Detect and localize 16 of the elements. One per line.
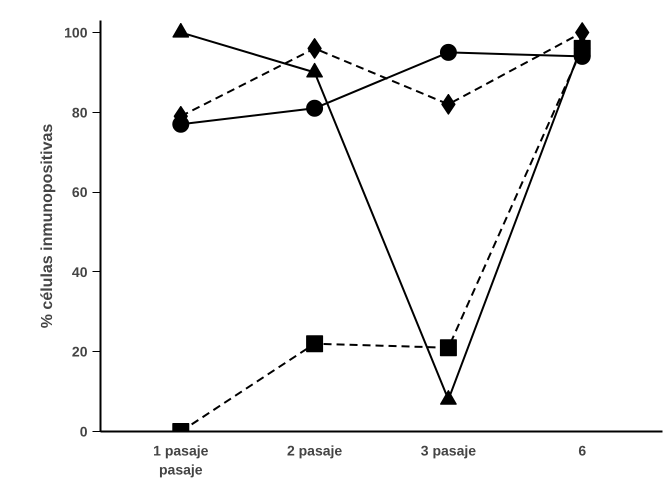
x-tick-label: 2 pasaje <box>286 442 342 458</box>
x-tick-label: 1 pasaje pasaje <box>153 442 209 478</box>
y-tick-label: 40 <box>72 264 88 280</box>
y-tick-label: 80 <box>72 104 88 120</box>
y-tick-label: 20 <box>72 344 88 360</box>
y-tick-label: 100 <box>64 24 88 40</box>
point <box>440 339 457 356</box>
point <box>306 100 324 117</box>
x-tick-label: 3 pasaje <box>420 442 476 458</box>
y-axis-title: % células inmunopositivas <box>39 124 56 328</box>
y-tick-label: 0 <box>80 424 88 440</box>
point <box>574 40 591 57</box>
x-tick-label: 6 <box>578 442 586 458</box>
point <box>306 335 324 352</box>
y-tick-label: 60 <box>72 184 88 200</box>
point <box>440 44 457 61</box>
